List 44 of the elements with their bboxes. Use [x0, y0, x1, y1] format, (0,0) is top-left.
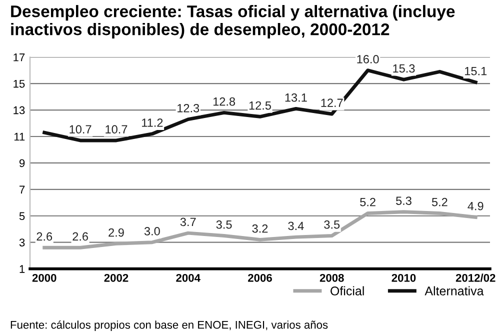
y-tick-label: 15 — [14, 80, 25, 88]
data-label: 5.3 — [396, 196, 412, 205]
x-tick-label: 2000 — [32, 274, 56, 282]
data-label: 2.6 — [72, 232, 88, 241]
y-tick-label: 7 — [20, 186, 25, 194]
data-label: 10.7 — [70, 125, 92, 134]
x-tick-label: 2004 — [176, 274, 200, 282]
y-tick-label: 5 — [19, 212, 25, 220]
data-label: 4.9 — [468, 202, 484, 210]
x-tick-label: 2006 — [248, 274, 272, 282]
y-tick-label: 1 — [20, 265, 25, 273]
legend-label: Alternativa — [424, 286, 484, 296]
x-tick-label: 2010 — [392, 274, 416, 282]
data-label: 3.7 — [180, 218, 196, 226]
data-label: 5.2 — [432, 198, 448, 206]
x-tick-label: 2002 — [104, 274, 128, 282]
data-label: 12.5 — [249, 101, 271, 110]
data-label: 5.2 — [360, 198, 376, 206]
data-label: 10.7 — [106, 125, 128, 134]
data-label: 12.3 — [178, 104, 200, 112]
legend-label: Oficial — [330, 286, 364, 296]
y-tick-label: 3 — [19, 238, 25, 246]
data-label: 13.1 — [285, 93, 307, 102]
data-label: 3.5 — [324, 220, 340, 229]
data-label: 3.0 — [144, 227, 160, 236]
y-tick-label: 17 — [14, 54, 25, 62]
data-label: 3.4 — [288, 222, 304, 230]
y-tick-label: 13 — [14, 106, 25, 114]
x-tick-label: 2008 — [320, 274, 344, 282]
data-label: 16.0 — [357, 55, 379, 64]
y-tick-label: 11 — [14, 132, 25, 141]
data-label: 3.2 — [252, 224, 268, 233]
chart-title: Desempleo creciente: Tasas oficial y alternativa (incluye inactivos disponibles) de desempleo, 2000-2012 — [11, 5, 455, 39]
data-label: 12.8 — [213, 97, 236, 106]
data-label: 2.6 — [36, 232, 52, 241]
data-label: 15.1 — [465, 67, 487, 76]
data-label: 15.3 — [393, 64, 415, 73]
data-label: 12.7 — [321, 98, 343, 107]
x-tick-label: 2012/02 — [456, 274, 496, 282]
data-label: 11.2 — [142, 118, 163, 127]
source-note: Fuente: cálculos propios con base en ENOE, INEGI, varios años — [10, 320, 328, 331]
data-label: 3.5 — [216, 220, 232, 229]
data-label: 2.9 — [108, 228, 124, 237]
y-tick-label: 9 — [19, 159, 25, 168]
